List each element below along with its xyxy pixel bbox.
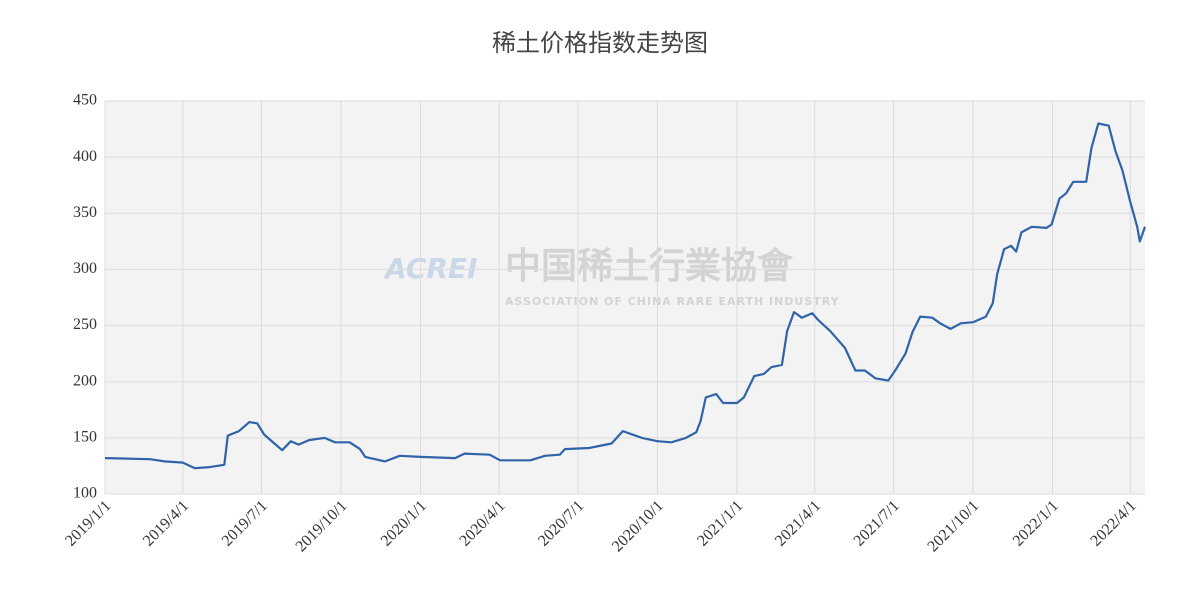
x-tick-label: 2021/1/1 bbox=[694, 497, 746, 549]
x-tick-label: 2019/1/1 bbox=[62, 497, 114, 549]
x-tick-label: 2022/1/1 bbox=[1010, 497, 1062, 549]
x-tick-label: 2019/7/1 bbox=[219, 497, 271, 549]
x-tick-label: 2020/1/1 bbox=[378, 497, 430, 549]
x-tick-label: 2019/10/1 bbox=[293, 497, 351, 555]
y-tick-label: 450 bbox=[73, 92, 97, 109]
x-tick-label: 2022/4/1 bbox=[1087, 497, 1139, 549]
x-tick-label: 2020/10/1 bbox=[609, 497, 667, 555]
y-tick-label: 350 bbox=[73, 204, 97, 221]
watermark: ACREI 中国稀土行業協會 ASSOCIATION OF CHINA RARE… bbox=[383, 246, 840, 308]
watermark-name: 中国稀土行業協會 bbox=[505, 246, 794, 287]
x-tick-label: 2021/10/1 bbox=[924, 497, 982, 555]
chart-title: 稀土价格指数走势图 bbox=[492, 29, 708, 57]
line bbox=[104, 122, 1147, 470]
x-tick-label: 2021/7/1 bbox=[851, 497, 903, 549]
watermark-subtitle: ASSOCIATION OF CHINA RARE EARTH INDUSTRY bbox=[505, 295, 840, 308]
y-tick-label: 200 bbox=[73, 372, 97, 389]
y-tick-label: 400 bbox=[73, 148, 97, 165]
y-tick-label: 300 bbox=[73, 260, 97, 277]
x-tick-label: 2021/4/1 bbox=[772, 497, 824, 549]
y-tick-label: 150 bbox=[73, 429, 97, 446]
x-tick-label: 2019/4/1 bbox=[140, 497, 192, 549]
x-tick-label: 2020/7/1 bbox=[535, 497, 587, 549]
y-tick-label: 250 bbox=[73, 316, 97, 333]
y-tick-label: 100 bbox=[73, 485, 97, 502]
x-tick-label: 2020/4/1 bbox=[456, 497, 508, 549]
watermark-logo: ACREI bbox=[383, 252, 477, 285]
plot-area bbox=[105, 101, 1145, 494]
